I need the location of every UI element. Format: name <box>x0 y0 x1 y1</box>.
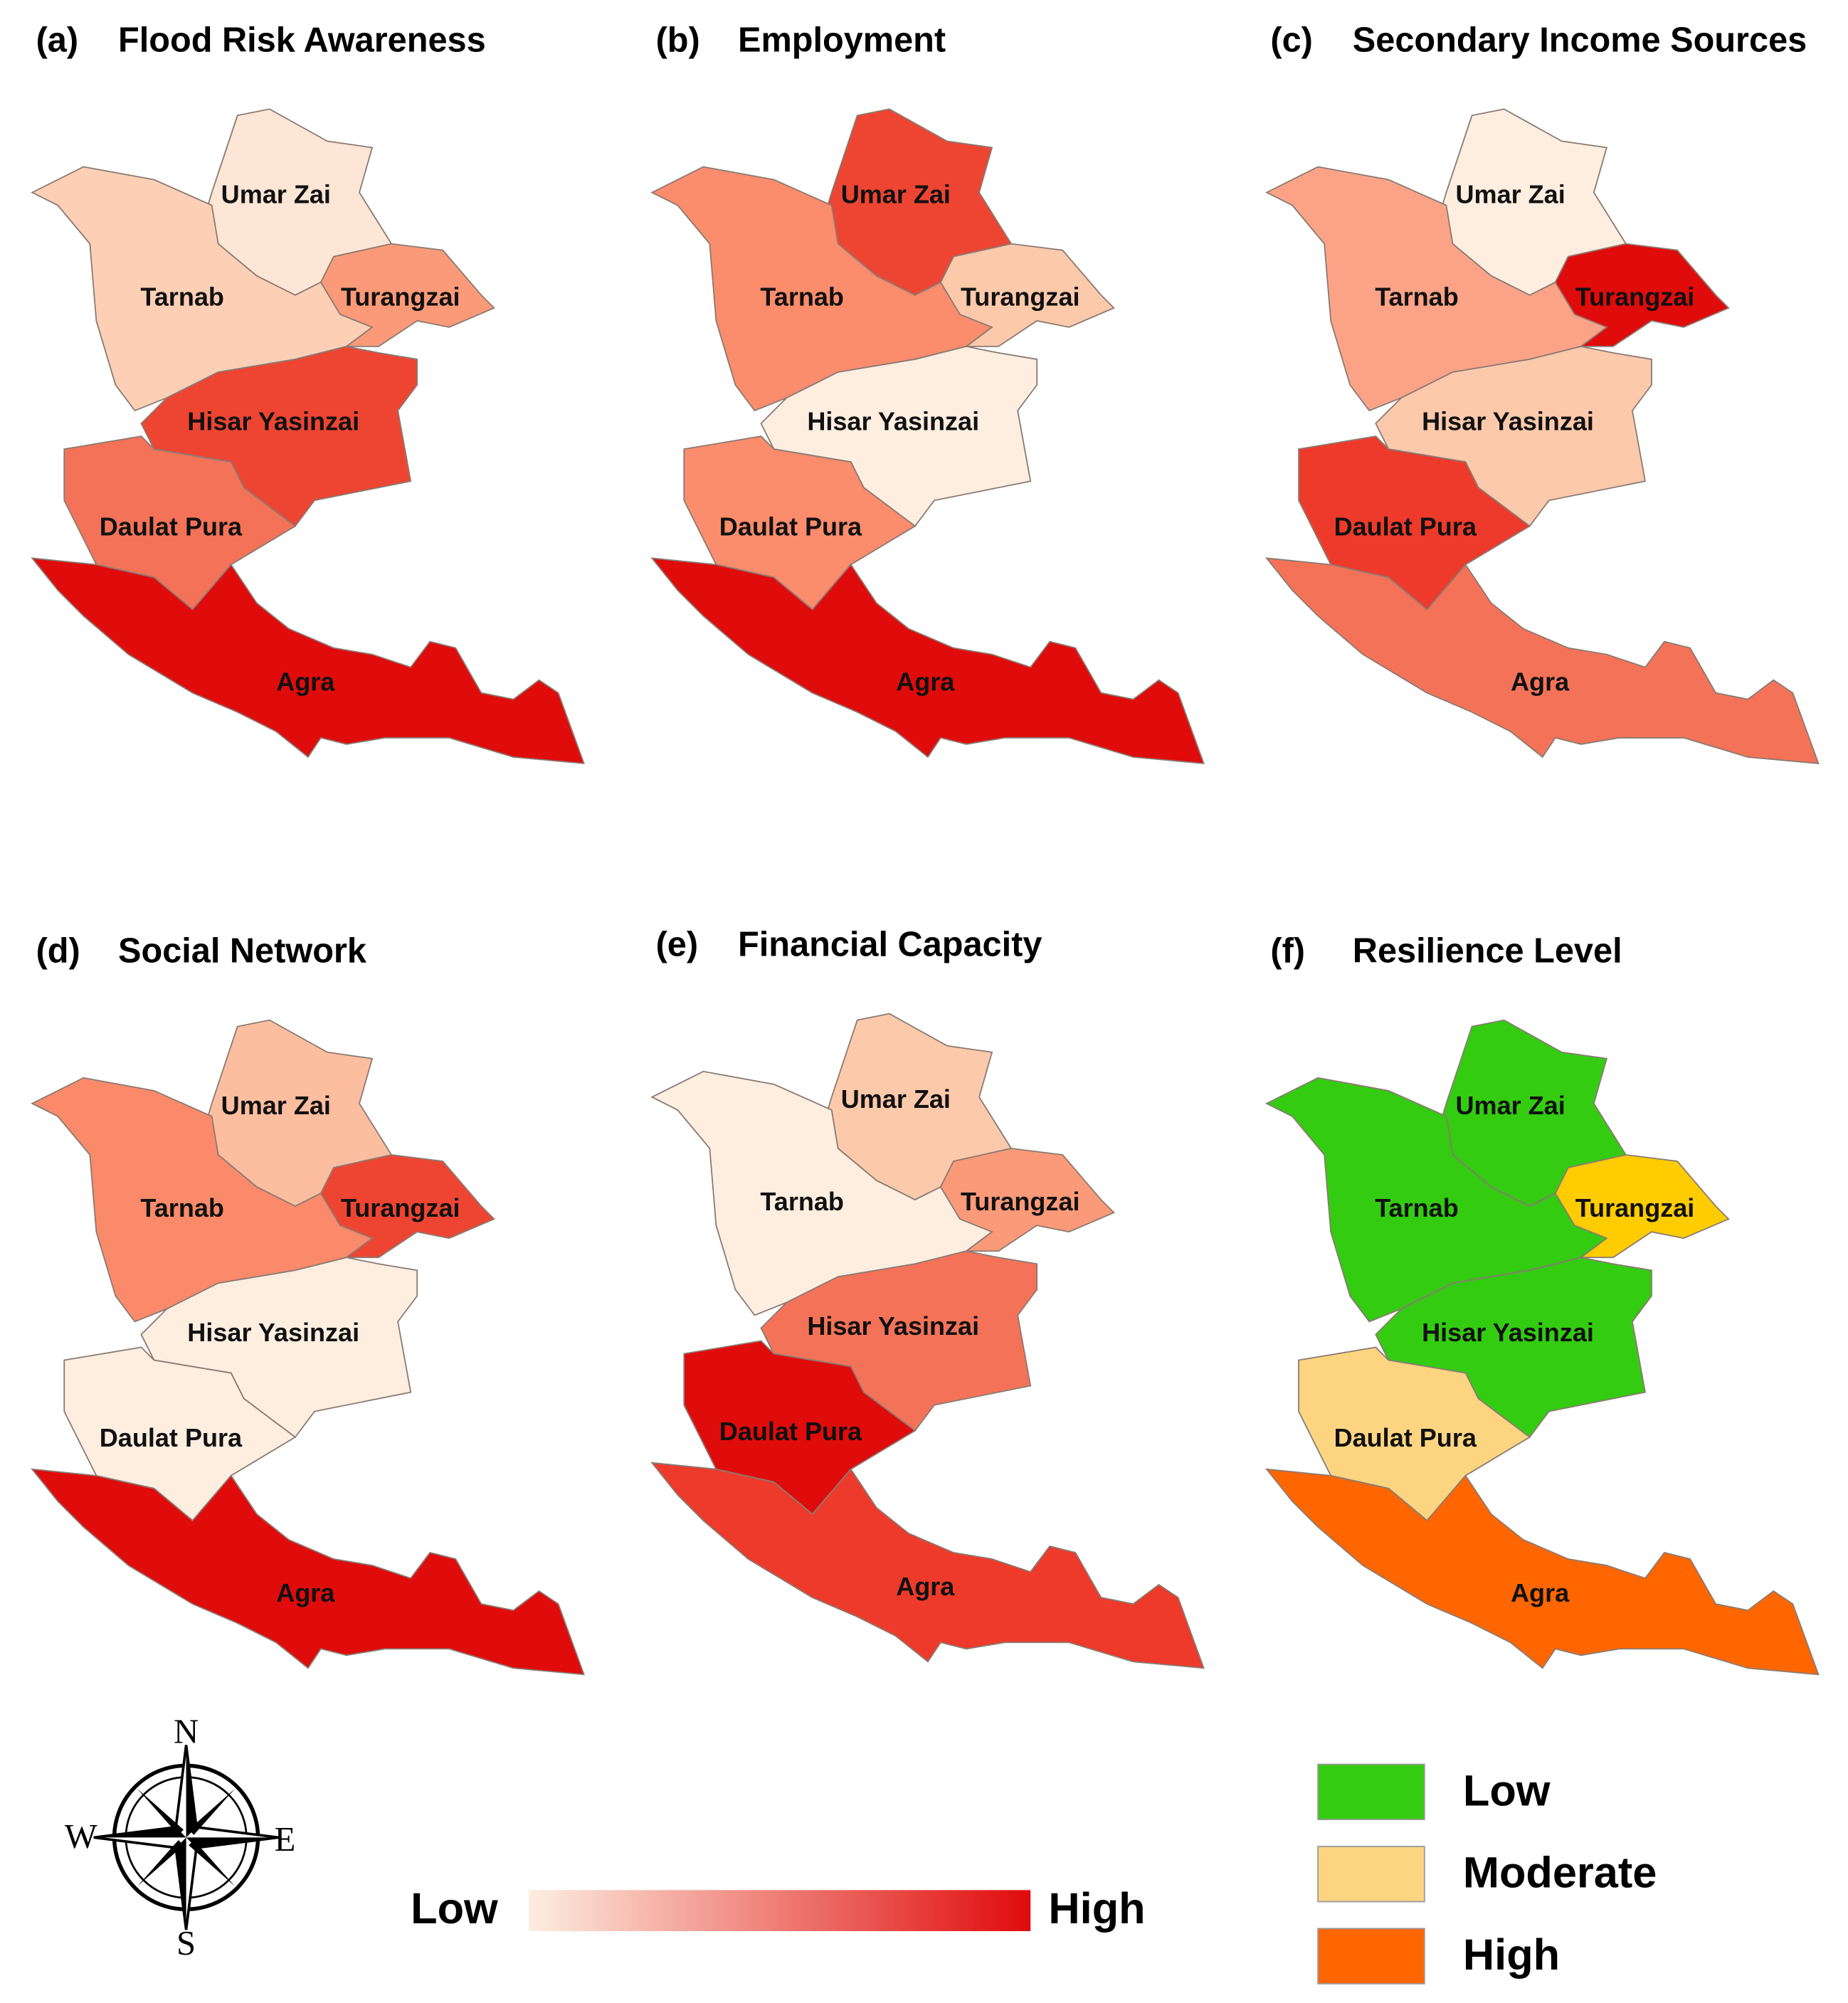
panel-label: (f) <box>1270 932 1305 971</box>
region-label: Hisar Yasinzai <box>1422 1318 1594 1347</box>
region-label: Umar Zai <box>221 179 331 208</box>
region-label: Umar Zai <box>841 1084 951 1114</box>
region-label: Turangzai <box>341 1193 460 1222</box>
region <box>650 1462 1205 1669</box>
region-label: Hisar Yasinzai <box>807 1311 979 1341</box>
compass-star <box>137 1839 184 1886</box>
panel-title: Secondary Income Sources <box>1353 21 1807 59</box>
panel-title: Employment <box>738 21 946 59</box>
region-label: Turangzai <box>1575 1193 1695 1222</box>
legend-label: High <box>1463 1930 1560 1979</box>
region-label: Agra <box>276 667 335 697</box>
compass-star <box>93 1827 186 1838</box>
compass-star <box>186 1745 197 1838</box>
region-label: Hisar Yasinzai <box>187 407 359 436</box>
region-label: Daulat Pura <box>100 512 243 541</box>
region-label: Turangzai <box>1575 282 1695 312</box>
region-label: Daulat Pura <box>719 1417 862 1446</box>
region-label: Agra <box>276 1578 335 1607</box>
panel-title: Flood Risk Awareness <box>118 21 486 59</box>
region-label: Turangzai <box>961 1187 1080 1216</box>
region <box>939 1148 1115 1252</box>
region <box>939 243 1115 347</box>
region-label: Tarnab <box>760 1187 844 1216</box>
compass-star <box>189 1839 236 1886</box>
panel-label: (a) <box>36 21 79 59</box>
panel-title: Financial Capacity <box>738 926 1042 964</box>
compass-west: W <box>65 1817 97 1856</box>
region-label: Agra <box>1511 667 1570 697</box>
region-label: Tarnab <box>140 1193 224 1222</box>
gradient-bar <box>529 1890 1031 1932</box>
panel-label: (b) <box>656 21 700 59</box>
region-label: Umar Zai <box>841 179 951 208</box>
region-label: Agra <box>896 667 955 697</box>
compass-star <box>189 1788 236 1835</box>
legend-swatch <box>1317 1763 1425 1821</box>
region <box>1264 1468 1820 1676</box>
region-label: Daulat Pura <box>1334 512 1477 541</box>
compass-north: N <box>174 1712 199 1750</box>
region-label: Agra <box>1511 1578 1570 1607</box>
region-label: Umar Zai <box>1455 1091 1565 1120</box>
map-panel: (a) Flood Risk Awareness Umar Zai Tarnab Tur… <box>31 21 585 765</box>
region-label: Hisar Yasinzai <box>1422 407 1594 436</box>
region-label: Hisar Yasinzai <box>807 407 979 436</box>
region-label: Agra <box>896 1572 955 1601</box>
compass-star <box>186 1837 279 1848</box>
compass-star <box>176 1837 186 1930</box>
region <box>1554 1154 1730 1259</box>
compass-south: S <box>176 1924 196 1962</box>
map-panel: (d) Social Network Umar Zai Tarnab Turangzai… <box>31 932 585 1676</box>
region-label: Daulat Pura <box>100 1423 243 1452</box>
compass-star <box>137 1788 184 1835</box>
region-label: Daulat Pura <box>719 512 862 541</box>
region-label: Tarnab <box>760 282 844 312</box>
map-panel: (e) Financial Capacity Umar Zai Tarnab Turan… <box>650 926 1205 1669</box>
legend-label: Moderate <box>1463 1848 1657 1897</box>
region <box>650 557 1205 765</box>
legend-swatch <box>1317 1928 1425 1984</box>
region-label: Tarnab <box>1375 1193 1459 1222</box>
legend-high: High <box>1048 1883 1145 1933</box>
class-legend: Low Moderate High <box>1317 1763 1657 1984</box>
region-label: Turangzai <box>341 282 460 312</box>
legend-swatch <box>1317 1846 1425 1903</box>
region-label: Daulat Pura <box>1334 1423 1477 1452</box>
panel-label: (d) <box>36 932 80 971</box>
map-panel: (b) Employment Umar Zai Tarnab Turangzai Hisa… <box>650 21 1205 765</box>
region-label: Umar Zai <box>1455 179 1565 208</box>
region <box>31 1468 585 1676</box>
region <box>320 1154 495 1259</box>
panel-label: (e) <box>656 926 699 964</box>
region <box>31 557 585 765</box>
scale-legend: Low High <box>411 1883 1145 1933</box>
region <box>320 243 495 347</box>
map-panel: (f) Resilience Level Umar Zai Tarnab Turangz… <box>1264 932 1820 1676</box>
region <box>1554 243 1730 347</box>
region-label: Hisar Yasinzai <box>187 1318 359 1347</box>
compass-east: E <box>275 1820 296 1859</box>
panels: (a) Flood Risk Awareness Umar Zai Tarnab Tur… <box>31 21 1820 1676</box>
panel-title: Resilience Level <box>1353 932 1622 971</box>
region-label: Turangzai <box>961 282 1080 312</box>
region <box>1264 557 1820 765</box>
compass: N S W E <box>65 1712 296 1962</box>
region-label: Umar Zai <box>221 1091 331 1120</box>
panel-title: Social Network <box>118 932 367 971</box>
map-panel: (c) Secondary Income Sources Umar Zai Tarna… <box>1264 21 1820 765</box>
legend-low: Low <box>411 1883 498 1933</box>
region-label: Tarnab <box>140 282 224 312</box>
legend-label: Low <box>1463 1765 1551 1814</box>
region-label: Tarnab <box>1375 282 1459 312</box>
panel-label: (c) <box>1270 21 1313 59</box>
